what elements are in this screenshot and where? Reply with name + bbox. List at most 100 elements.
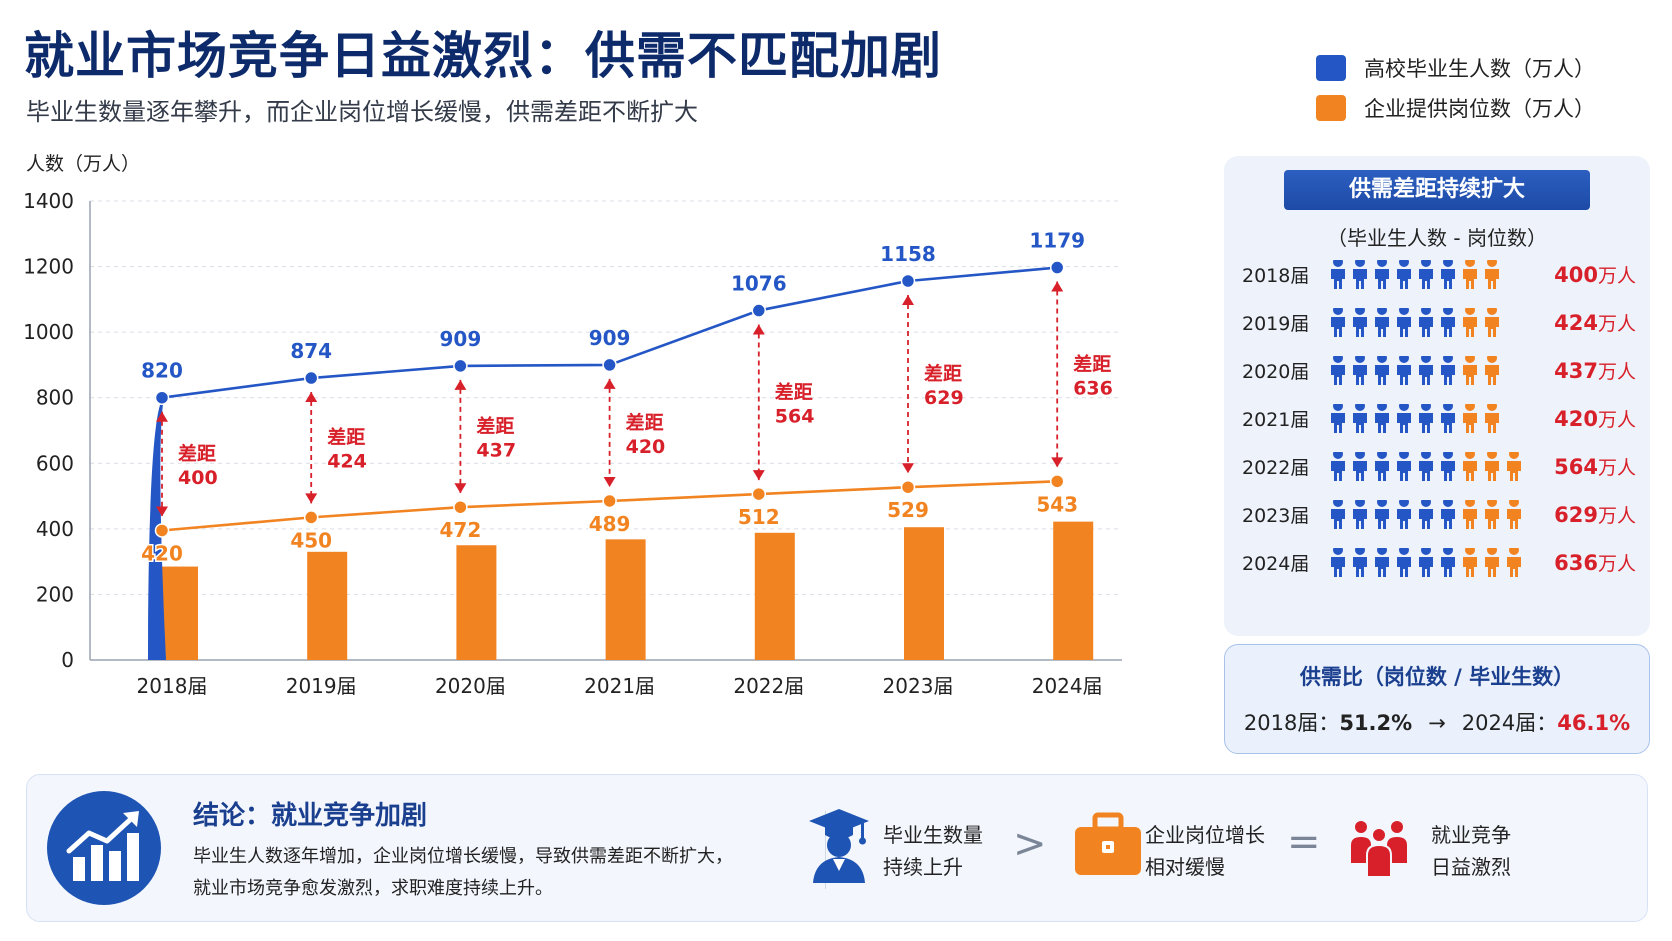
gap-label-value: 420 (626, 436, 666, 458)
gap-row: 2019届 424万人 (1224, 302, 1650, 342)
legend-swatch-graduates (1316, 55, 1346, 81)
y-tick-label: 1000 (23, 320, 74, 344)
job-value-label: 543 (1036, 492, 1078, 516)
person-icon-orange (1463, 404, 1477, 433)
person-icon-blue (1419, 260, 1433, 289)
job-bar (1053, 521, 1094, 660)
gap-row: 2023届 629万人 (1224, 494, 1650, 534)
y-tick-label: 200 (36, 582, 74, 606)
gap-label-prefix: 差距 (775, 380, 813, 403)
crowd-icon (1347, 815, 1411, 883)
person-icon-orange (1463, 452, 1477, 481)
gap-row-year: 2020届 (1242, 360, 1310, 383)
person-icon-blue (1375, 548, 1389, 577)
gap-arrow-head-down (305, 493, 318, 504)
person-icon-orange (1507, 548, 1521, 577)
ratio-start-label: 2018届： (1243, 711, 1340, 735)
page-subtitle: 毕业生数量逐年攀升，而企业岗位增长缓慢，供需差距不断扩大 (26, 98, 698, 126)
x-tick-label: 2022届 (733, 674, 804, 698)
job-bar (307, 551, 348, 660)
gap-arrow-head-up (603, 378, 616, 389)
gap-panel-title: 供需差距持续扩大 (1284, 170, 1590, 210)
ratio-title: 供需比（岗位数 / 毕业生数） (1299, 665, 1575, 689)
person-icon-blue (1375, 308, 1389, 337)
job-bar (456, 545, 497, 660)
gap-row: 2020届 437万人 (1224, 350, 1650, 390)
person-icon-orange (1463, 548, 1477, 577)
person-icon-blue (1441, 452, 1455, 481)
graduate-point (453, 358, 468, 374)
graduate-value-label: 820 (141, 359, 183, 383)
gap-arrow-head-up (1051, 281, 1064, 292)
ratio-end-label: 2024届： (1461, 711, 1558, 735)
greater-than-symbol: > (1013, 821, 1047, 867)
gap-arrow-head-down (156, 506, 168, 517)
person-icon-blue (1397, 500, 1411, 529)
job-point (602, 493, 617, 509)
gap-row-year: 2021届 (1242, 408, 1310, 431)
supply-demand-ratio-box: 供需比（岗位数 / 毕业生数） 2018届：51.2% → 2024届：46.1% (1224, 644, 1650, 754)
job-point (900, 479, 916, 495)
person-icon-blue (1419, 308, 1433, 337)
flow-competition-line-2: 日益激烈 (1431, 855, 1511, 879)
x-tick-label: 2021届 (584, 674, 655, 698)
person-icon-blue (1441, 260, 1455, 289)
x-tick-label: 2024届 (1032, 674, 1103, 698)
gap-row-number: 400 (1554, 262, 1598, 287)
person-icon-blue (1353, 356, 1367, 385)
gap-row: 2024届 636万人 (1224, 542, 1650, 582)
gap-arrow-head-down (1051, 457, 1064, 468)
y-tick-label: 1200 (23, 255, 74, 279)
gap-label-value: 564 (775, 405, 815, 427)
job-value-label: 450 (290, 528, 332, 552)
gap-arrow-head-up (752, 324, 765, 335)
gap-row-value: 636万人 (1554, 549, 1636, 576)
job-point (303, 510, 319, 525)
flow-competition-line-1: 就业竞争 (1431, 823, 1511, 847)
flow-graduates-line-2: 持续上升 (883, 855, 963, 879)
gap-arrow-head-up (305, 392, 318, 403)
person-icon-blue (1353, 500, 1367, 529)
person-icon-orange (1485, 260, 1499, 289)
person-icon-orange (1485, 500, 1499, 529)
gap-row: 2018届 400万人 (1224, 254, 1650, 294)
y-tick-label: 1400 (23, 189, 74, 213)
briefcase-icon (1073, 811, 1143, 881)
gap-label-prefix: 差距 (476, 415, 514, 438)
legend-item-jobs: 企业提供岗位数（万人） (1316, 88, 1595, 128)
chart-legend: 高校毕业生人数（万人） 企业提供岗位数（万人） (1316, 48, 1595, 128)
job-value-label: 472 (440, 518, 482, 542)
conclusion-line-2: 就业市场竞争愈发激烈，求职难度持续上升。 (193, 878, 553, 899)
gap-label-value: 400 (178, 467, 218, 489)
person-icon-orange (1485, 548, 1499, 577)
x-tick-label: 2023届 (883, 674, 954, 698)
gap-row-unit: 万人 (1597, 312, 1636, 335)
equals-symbol: = (1287, 819, 1321, 865)
ratio-line: 2018届：51.2% → 2024届：46.1% (1225, 707, 1649, 737)
flow-graduates-line-1: 毕业生数量 (883, 823, 983, 847)
gap-panel-subtitle: （毕业生人数 - 岗位数） (1327, 226, 1547, 250)
person-icon-blue (1331, 548, 1345, 577)
gap-row-year: 2019届 (1242, 312, 1310, 335)
gap-label-value: 636 (1073, 377, 1113, 399)
gap-row-year: 2023届 (1242, 504, 1310, 527)
people-icons (1331, 548, 1521, 577)
person-icon-blue (1419, 452, 1433, 481)
gap-row-value: 629万人 (1554, 501, 1636, 528)
job-value-label: 512 (738, 505, 780, 529)
gap-label-value: 437 (476, 440, 516, 462)
graduate-value-label: 909 (589, 326, 631, 350)
person-icon-blue (1353, 308, 1367, 337)
graduate-point (751, 303, 767, 318)
person-icon-blue (1397, 548, 1411, 577)
person-icon-blue (1353, 260, 1367, 289)
person-icon-orange (1463, 500, 1477, 529)
ratio-start-value: 51.2% (1339, 711, 1413, 735)
graduate-point (303, 370, 319, 386)
people-icons (1331, 500, 1521, 529)
person-icon-blue (1353, 452, 1367, 481)
ratio-end-value: 46.1% (1557, 711, 1631, 735)
job-point (453, 499, 468, 515)
person-icon-blue (1419, 404, 1433, 433)
graduate-point (900, 273, 916, 289)
